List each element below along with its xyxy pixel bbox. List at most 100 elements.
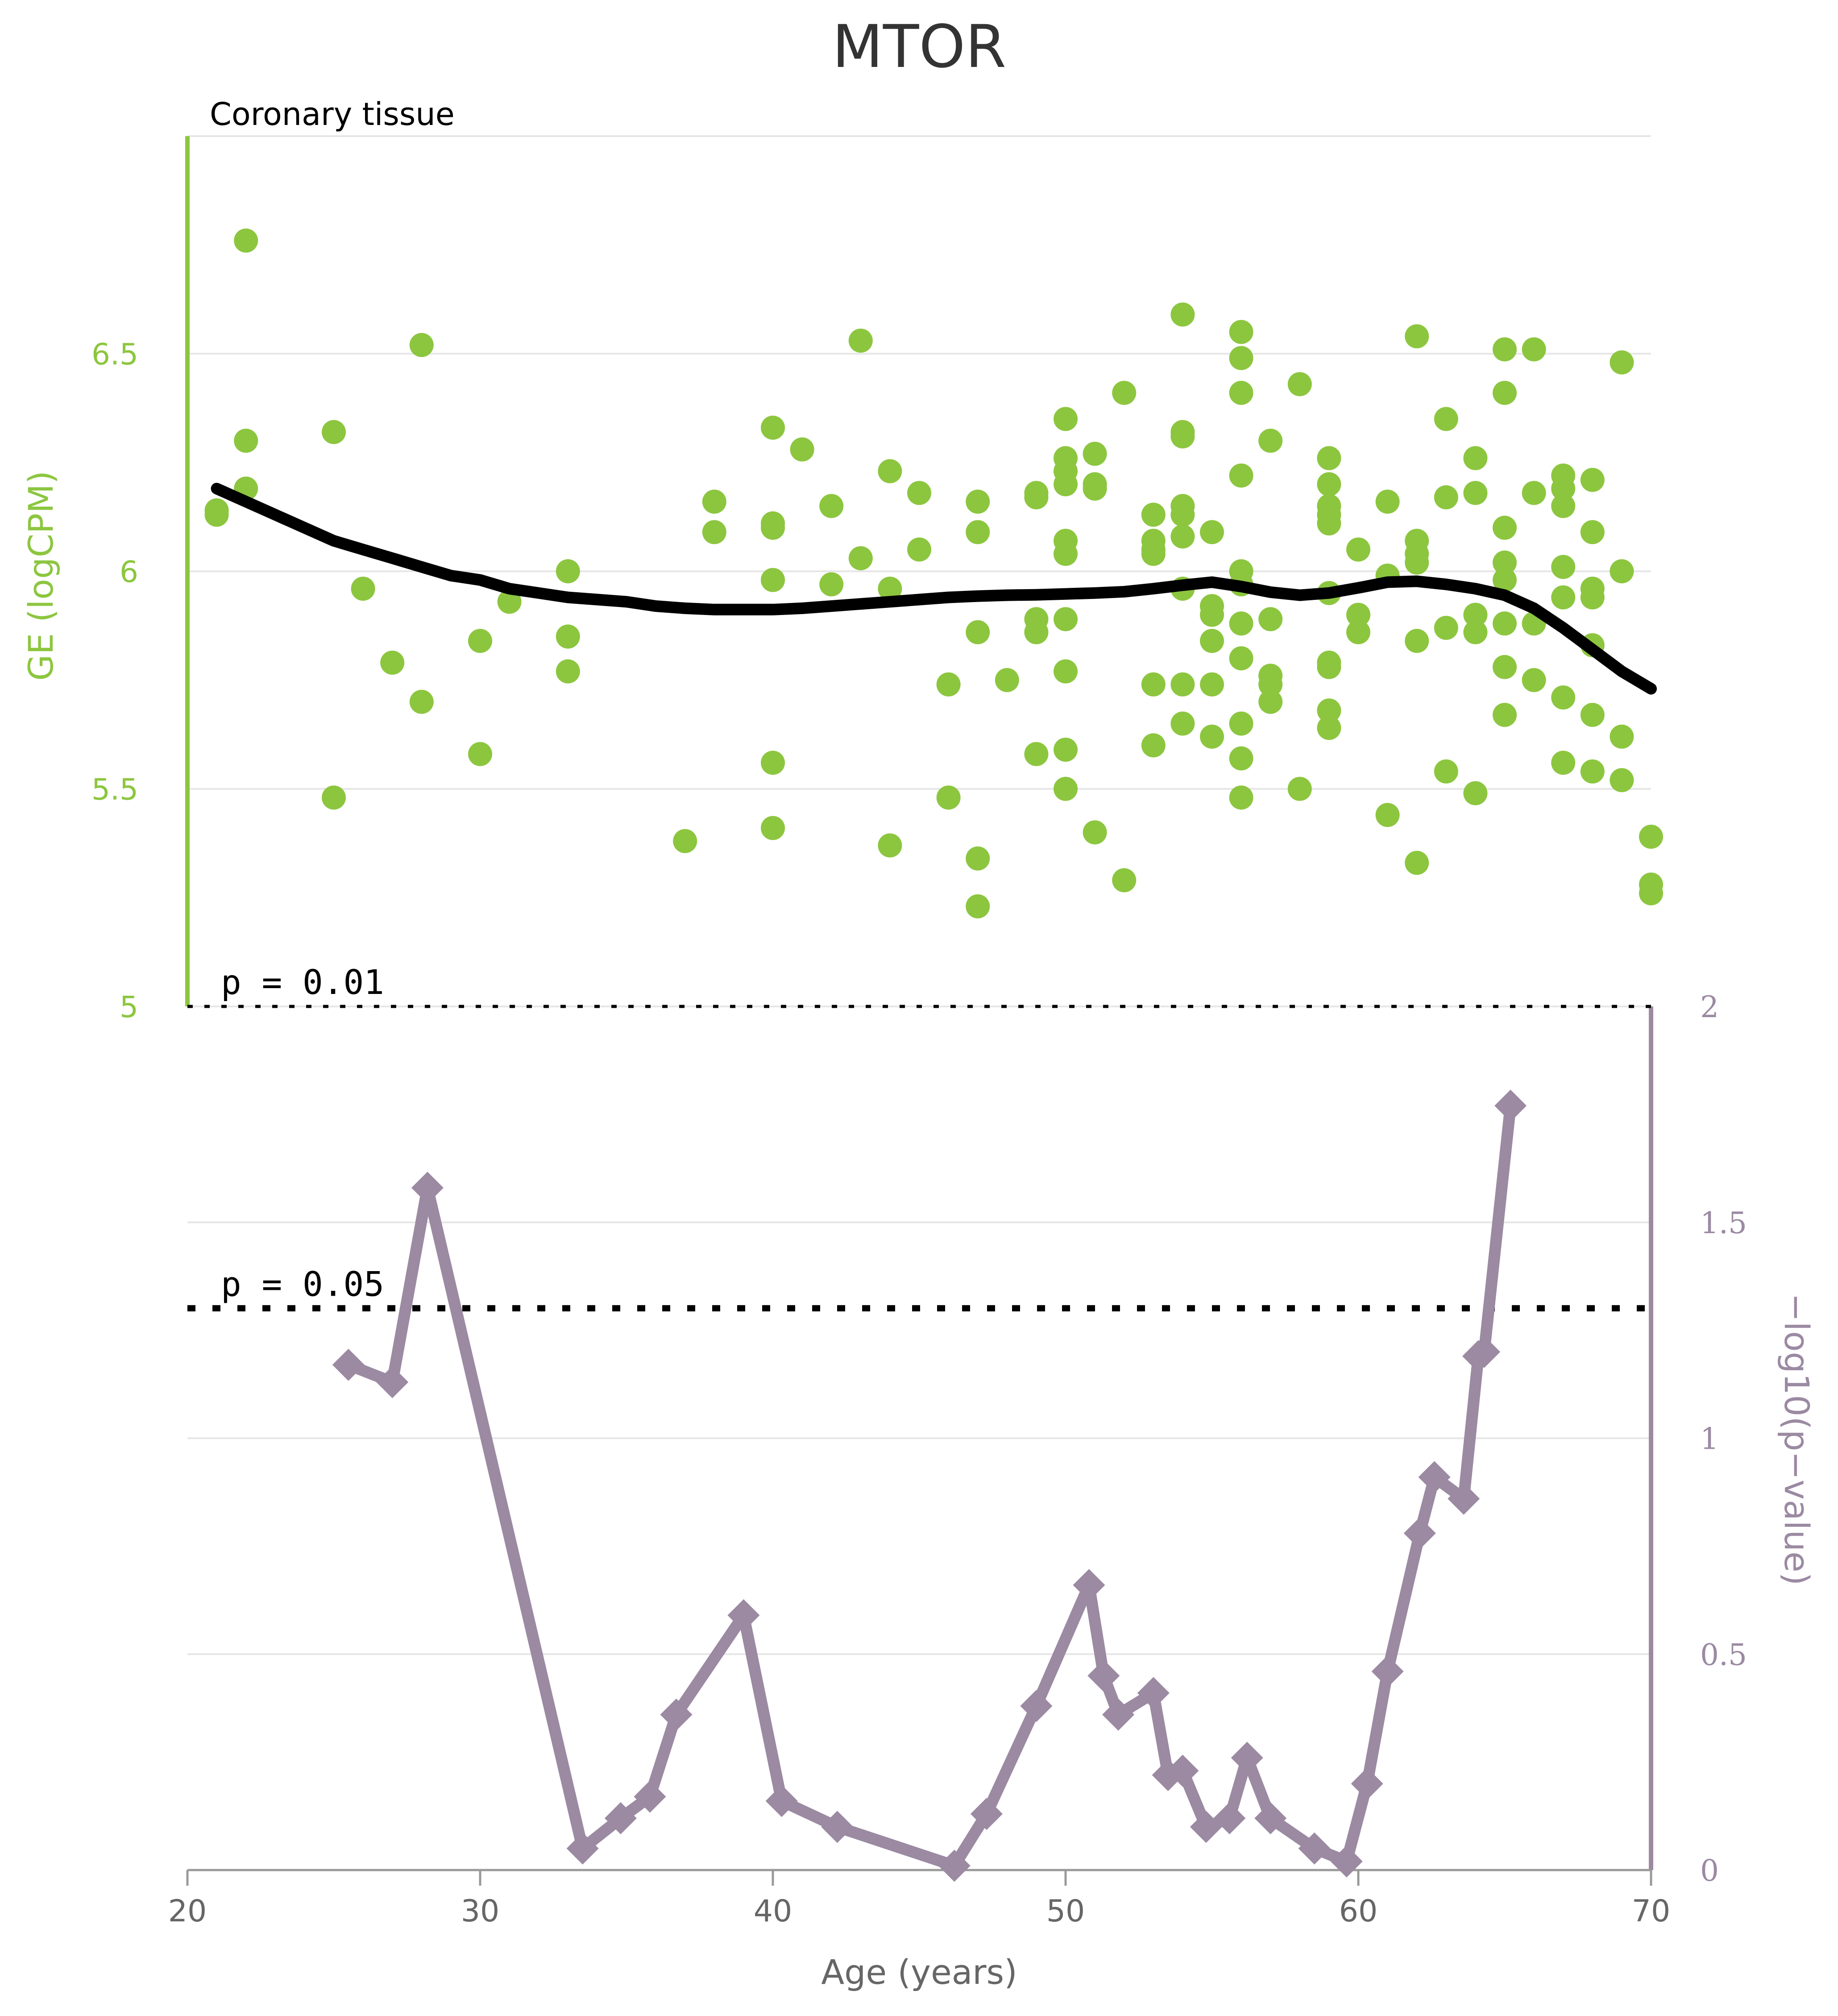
scatter-point — [497, 590, 522, 614]
scatter-point — [1229, 320, 1253, 344]
scatter-point — [907, 537, 931, 562]
trend-series — [211, 482, 1657, 695]
scatter-point — [1346, 603, 1370, 627]
scatter-point — [761, 515, 785, 540]
axes — [185, 136, 1653, 1871]
pvalue-marker — [1020, 1690, 1053, 1722]
scatter-point — [1580, 468, 1605, 492]
threshold-label: p = 0.01 — [221, 962, 384, 1002]
scatter-point — [1639, 824, 1663, 849]
scatter-point — [1317, 716, 1341, 740]
scatter-point — [1054, 407, 1078, 431]
scatter-point — [1170, 711, 1195, 736]
scatter-point — [1258, 607, 1283, 632]
scatter-point — [966, 490, 990, 514]
pvalue-marker — [1102, 1698, 1135, 1731]
scatter-point — [1493, 515, 1517, 540]
scatter-point — [1083, 476, 1107, 501]
pvalue-marker — [1448, 1482, 1480, 1515]
scatter-point — [1434, 615, 1458, 640]
pvalue-marker — [411, 1172, 444, 1204]
scatter-point — [1493, 550, 1517, 575]
scatter-point — [1551, 555, 1576, 579]
scatter-point — [1405, 324, 1429, 349]
scatter-point — [1463, 781, 1488, 806]
pvalue-marker — [1468, 1336, 1501, 1368]
scatter-point — [1258, 672, 1283, 697]
scatter-point — [1522, 337, 1546, 362]
scatter-point — [1229, 463, 1253, 488]
scatter-point — [1639, 881, 1663, 906]
scatter-point — [1170, 424, 1195, 449]
scatter-point — [1054, 777, 1078, 801]
right-axis-ticks: 0 0.5 1 1.5 2 — [1700, 990, 1747, 1888]
right-tick-label: 1 — [1700, 1422, 1719, 1456]
scatter-point — [1610, 724, 1634, 749]
left-axis-title: GE (logCPM) — [21, 471, 61, 681]
pvalue-marker — [604, 1802, 637, 1834]
right-tick-label: 1.5 — [1700, 1206, 1747, 1240]
scatter-point — [1229, 346, 1253, 370]
scatter-point — [1463, 446, 1488, 470]
scatter-point — [1200, 629, 1224, 653]
x-axis-ticks: 20 30 40 50 60 70 — [168, 1870, 1671, 1929]
right-tick-label: 0 — [1700, 1854, 1719, 1888]
x-tick-label: 30 — [461, 1894, 500, 1929]
scatter-point — [1463, 603, 1488, 627]
scatter-point — [966, 894, 990, 919]
scatter-point — [1229, 646, 1253, 670]
scatter-point — [1434, 407, 1458, 431]
threshold-label: p = 0.05 — [221, 1264, 384, 1304]
scatter-point — [1054, 737, 1078, 762]
scatter-point — [468, 629, 492, 653]
scatter-point — [1346, 620, 1370, 644]
pvalue-marker — [1254, 1802, 1287, 1834]
scatter-point — [1434, 485, 1458, 510]
left-tick-label: 5.5 — [91, 773, 138, 807]
pvalue-marker — [1298, 1832, 1331, 1865]
scatter-point — [966, 520, 990, 545]
scatter-point — [1463, 481, 1488, 505]
scatter-point — [966, 846, 990, 871]
pvalue-marker — [1073, 1569, 1105, 1601]
scatter-point — [761, 416, 785, 440]
pvalue-series — [332, 1089, 1527, 1882]
scatter-point — [1463, 620, 1488, 644]
scatter-point — [322, 420, 346, 444]
x-tick-label: 60 — [1339, 1894, 1378, 1929]
pvalue-marker — [727, 1599, 760, 1632]
scatter-point — [556, 624, 580, 649]
scatter-point — [878, 833, 902, 858]
x-tick-label: 50 — [1046, 1894, 1085, 1929]
pvalue-marker — [1330, 1845, 1363, 1878]
scatter-point — [1287, 372, 1312, 396]
scatter-point — [1054, 472, 1078, 496]
pvalue-marker — [765, 1785, 798, 1817]
scatter-point — [1287, 777, 1312, 801]
scatter-point — [1170, 302, 1195, 327]
scatter-point — [380, 650, 405, 675]
scatter-point — [204, 503, 229, 527]
trend-line — [211, 482, 1657, 695]
pvalue-marker — [970, 1798, 1003, 1830]
scatter-point — [1141, 542, 1166, 566]
pvalue-marker — [1494, 1089, 1527, 1122]
x-tick-label: 40 — [754, 1894, 792, 1929]
scatter-point — [819, 572, 844, 597]
x-tick-label: 70 — [1632, 1894, 1671, 1929]
pvalue-marker — [376, 1366, 409, 1398]
pvalue-marker — [1137, 1677, 1170, 1709]
threshold-lines: p = 0.01 p = 0.05 — [187, 962, 1651, 1312]
pvalue-marker — [1213, 1802, 1246, 1834]
scatter-point — [1083, 441, 1107, 466]
scatter-point — [1024, 742, 1049, 766]
scatter-point — [1200, 520, 1224, 545]
scatter-point — [1493, 568, 1517, 592]
left-tick-label: 5 — [120, 990, 138, 1024]
scatter-point — [409, 333, 434, 357]
scatter-point — [1580, 585, 1605, 610]
scatter-point — [848, 546, 873, 570]
scatter-point — [468, 742, 492, 766]
scatter-point — [1112, 868, 1137, 893]
scatter-point — [907, 481, 931, 505]
